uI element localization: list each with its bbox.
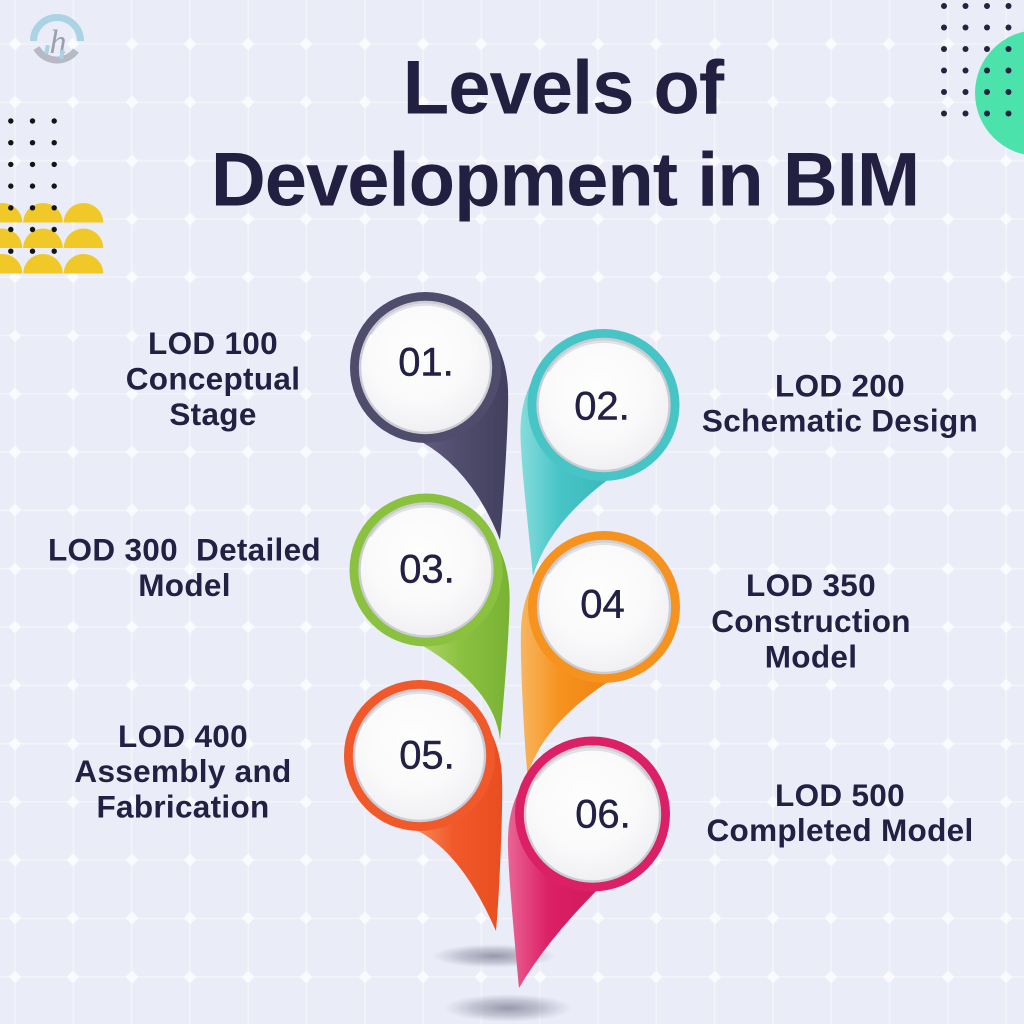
svg-text:04: 04 <box>580 583 625 627</box>
svg-text:05.: 05. <box>399 734 455 778</box>
svg-text:02.: 02. <box>574 385 630 429</box>
svg-text:01.: 01. <box>398 341 454 385</box>
svg-text:Development in BIM: Development in BIM <box>211 138 919 223</box>
svg-text:h: h <box>50 24 67 61</box>
svg-text:03.: 03. <box>399 548 455 592</box>
svg-text:06.: 06. <box>575 793 631 837</box>
svg-text:Levels of: Levels of <box>403 46 725 131</box>
